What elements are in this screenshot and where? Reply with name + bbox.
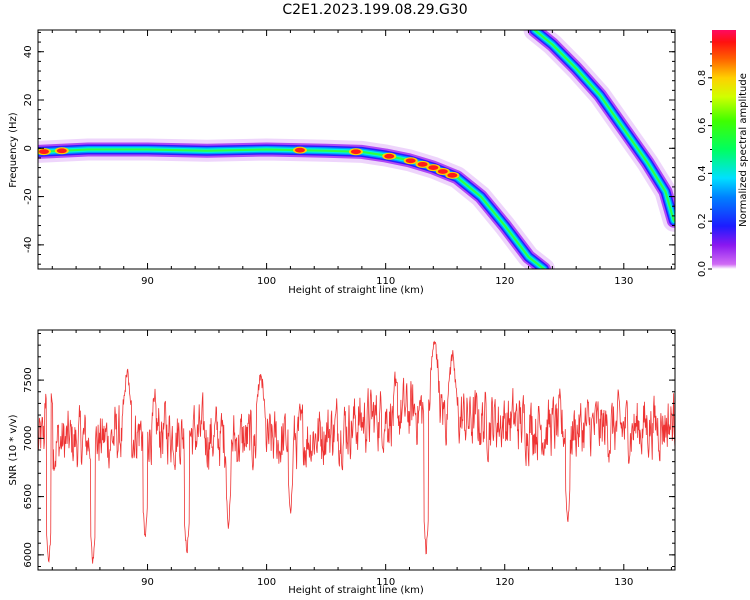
snr-ytick-label: 7000 [23,426,34,451]
spectral-hotspot-core [417,161,428,167]
spectral-trace-1-band-6 [38,148,545,269]
spectrogram-ytick-label: 40 [23,45,34,58]
spectrogram-xtick-label: 100 [257,276,276,287]
spectral-hotspot-core [437,169,448,174]
spectral-hotspot-core [405,158,416,164]
snr-xtick-label: 130 [614,577,633,588]
snr-plot [38,340,675,564]
spectral-hotspot-core [38,149,49,155]
spectral-trace-1-band-1 [38,138,555,269]
spectrogram-ytick-label: 20 [23,94,34,107]
spectral-trace-1-band-2 [38,142,551,269]
spectrogram-xlabel: Height of straight line (km) [288,285,424,296]
spectrogram-xtick-label: 120 [495,276,514,287]
spectral-trace-1-band-5 [38,147,547,269]
snr-xtick-label: 120 [495,577,514,588]
spectral-trace-1-band-3 [38,144,549,269]
colorbar-tick-label: 0.2 [697,213,708,229]
colorbar-tick-label: 0.6 [697,118,708,134]
colorbar-label: Normalized spectral amplitude [738,73,749,227]
spectral-hotspot-core [294,147,305,153]
spectrogram-ytick-label: -40 [23,237,34,253]
colorbar [712,30,736,269]
snr-ytick-label: 7500 [23,367,34,392]
spectrogram-plot [38,30,675,269]
snr-series-line [38,340,675,564]
colorbar-tick-label: 0.4 [697,165,708,181]
snr-ytick-label: 6500 [23,484,34,509]
spectrogram-ytick-label: -20 [23,188,34,204]
spectral-hotspot-core [350,149,361,155]
spectrogram-xtick-label: 90 [141,276,154,287]
spectral-hotspot-core [384,153,395,159]
spectrogram-ytick-label: 0 [23,145,34,151]
spectral-hotspot-core [428,165,439,171]
snr-xtick-label: 90 [141,577,154,588]
snr-xlabel: Height of straight line (km) [288,585,424,596]
spectral-trace-2-band-6 [533,30,675,222]
spectral-hotspot-core [56,148,67,154]
spectral-trace-1-band-4 [38,146,548,269]
spectral-trace-2-band-1 [523,30,675,232]
snr-xtick-label: 100 [257,577,276,588]
chart-title: C2E1.2023.199.08.29.G30 [282,2,468,18]
colorbar-tick-label: 0.8 [697,70,708,86]
spectrogram-xtick-label: 110 [376,276,395,287]
snr-ylabel: SNR (10 * v/v) [8,414,19,485]
spectrogram-frame [37,29,676,270]
spectrogram-ylabel: Frequency (Hz) [8,112,19,188]
spectral-hotspot-core [447,172,458,178]
colorbar-tick-label: 0.0 [697,261,708,277]
snr-ytick-label: 6000 [23,542,34,567]
snr-xtick-label: 110 [376,577,395,588]
spectrogram-xtick-label: 130 [614,276,633,287]
